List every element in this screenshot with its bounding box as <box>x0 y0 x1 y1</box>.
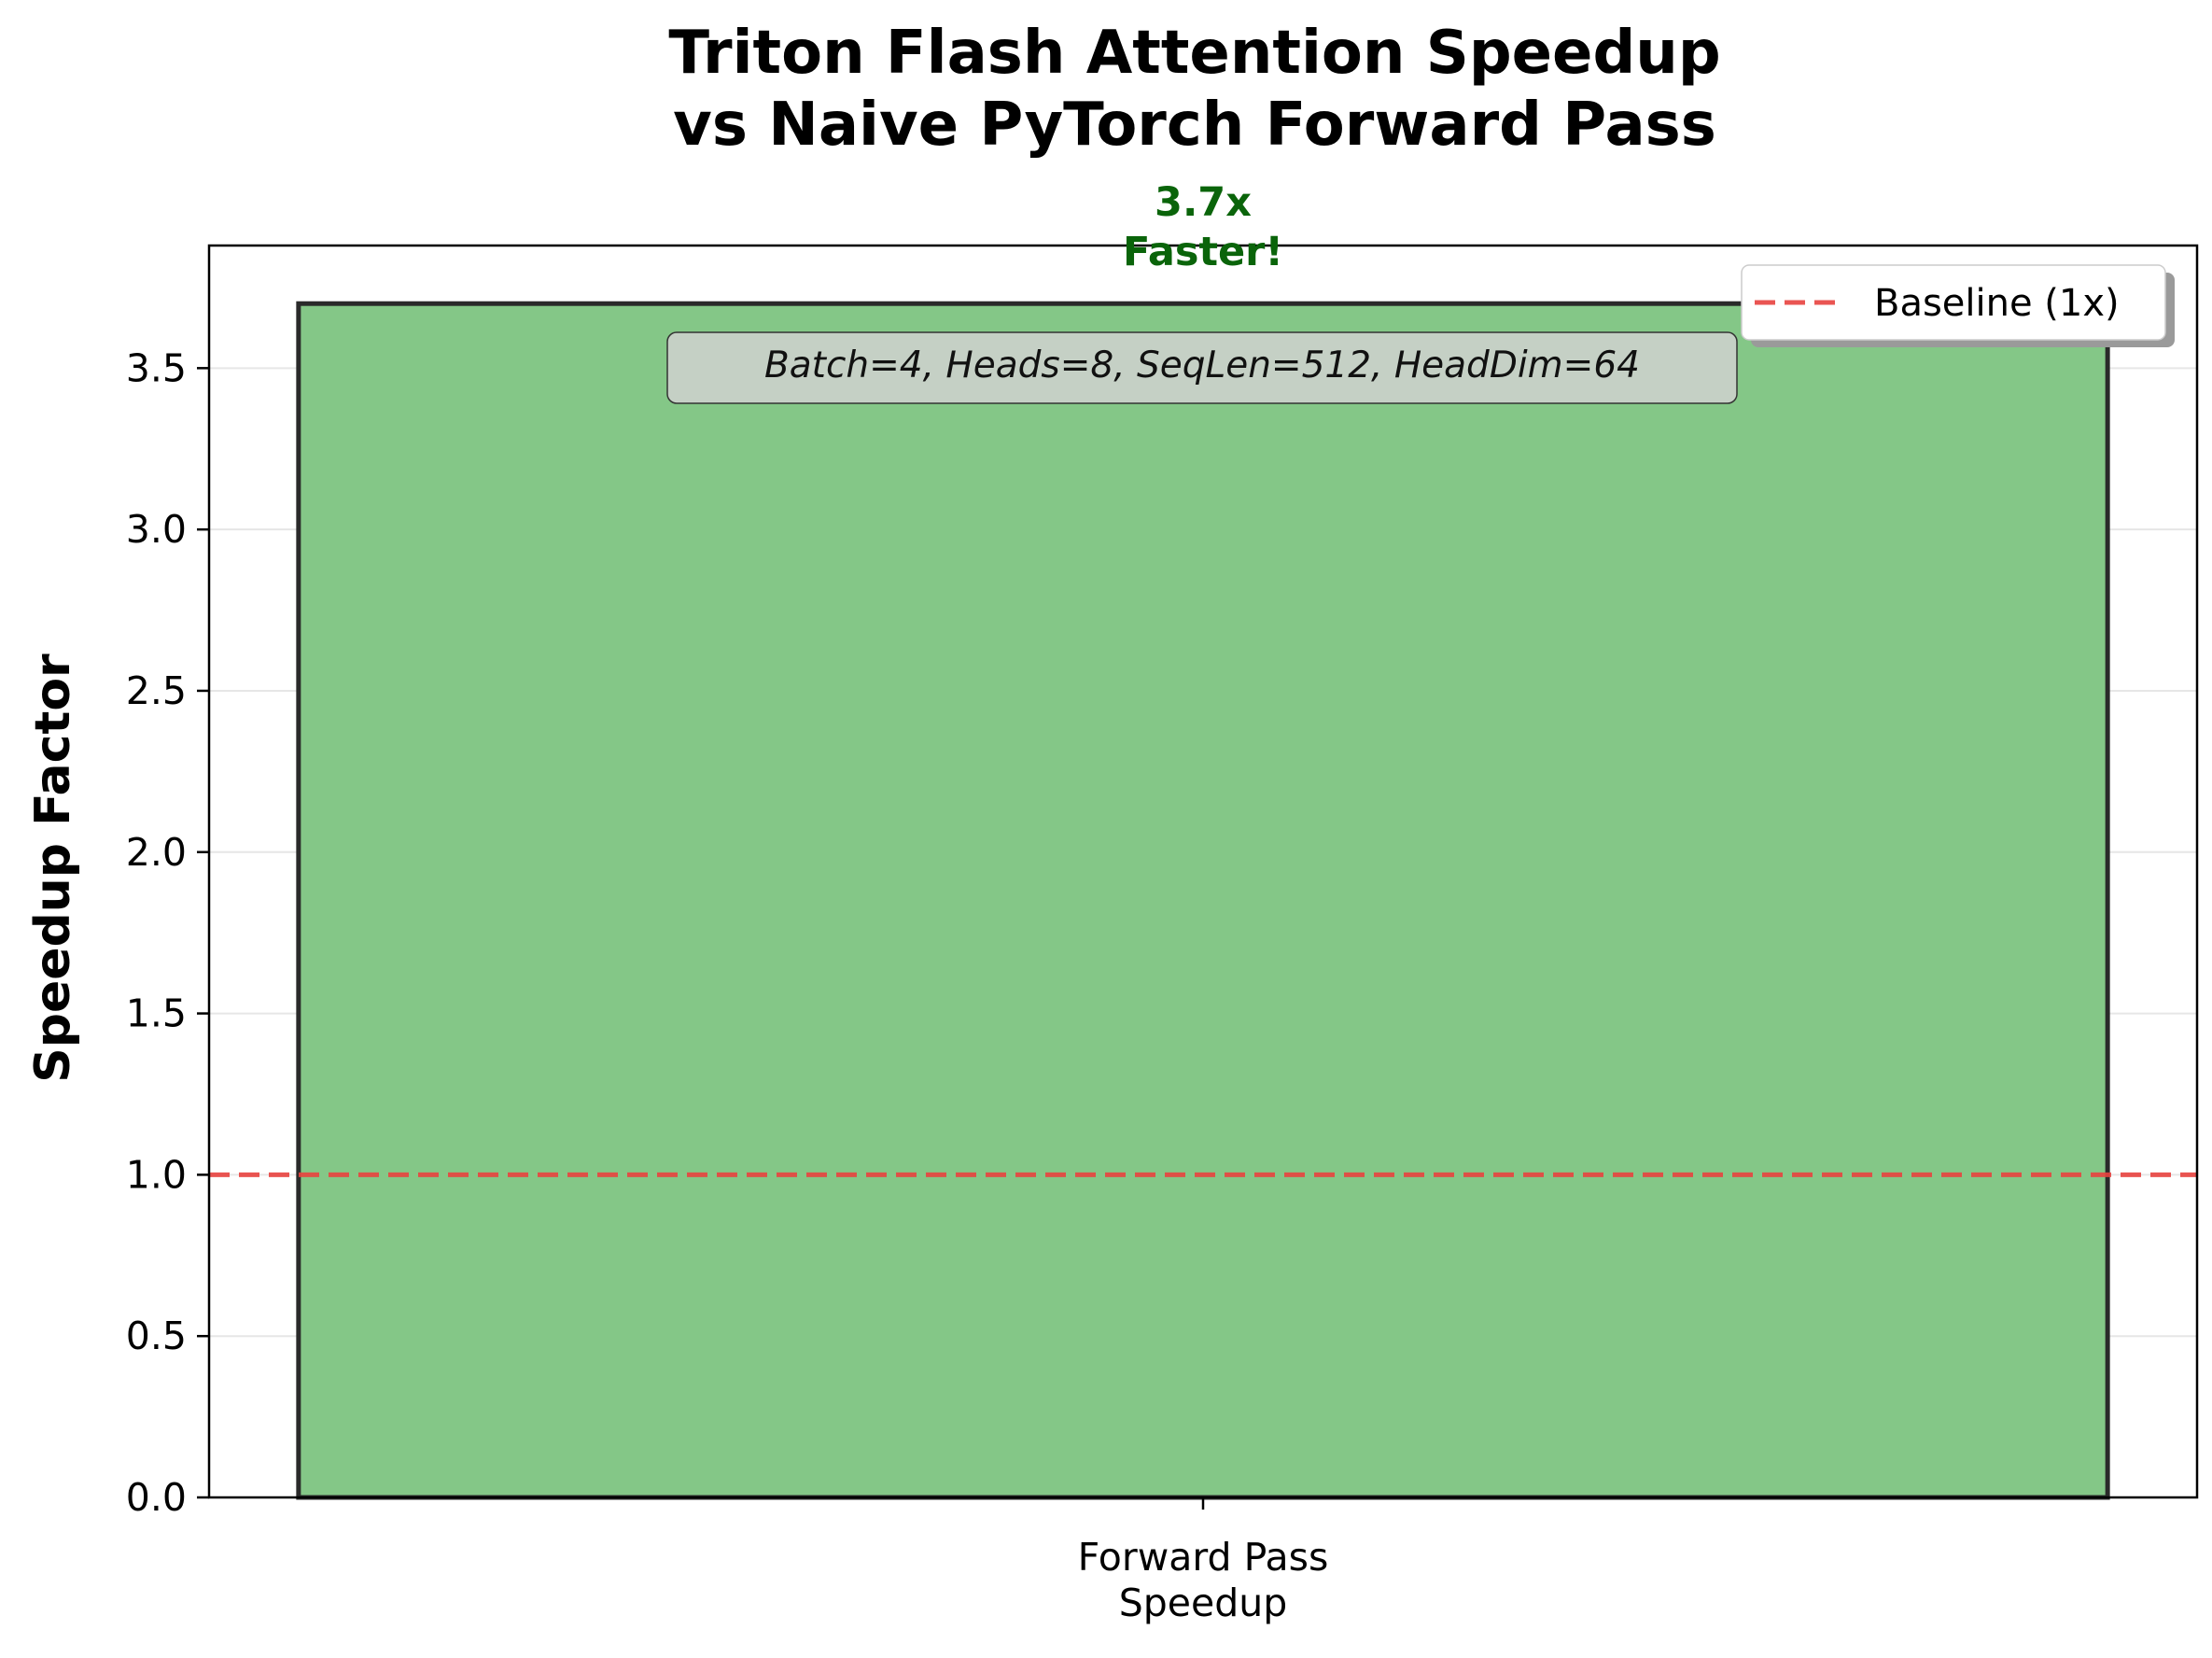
legend-baseline-label: Baseline (1x) <box>1874 282 2120 325</box>
bar-value-label: 3.7x <box>1155 179 1252 226</box>
chart-title-line-2: vs Naive PyTorch Forward Pass <box>673 91 1716 160</box>
chart-title-line-1: Triton Flash Attention Speedup <box>668 19 1720 88</box>
y-tick-label: 0.0 <box>126 1475 187 1520</box>
y-tick-label: 1.0 <box>126 1152 187 1197</box>
x-tick-label-line-2: Speedup <box>1119 1581 1288 1625</box>
y-tick-label: 3.5 <box>126 345 187 390</box>
y-tick-label: 0.5 <box>126 1314 187 1358</box>
legend: Baseline (1x) <box>1741 264 2175 347</box>
y-tick-label: 2.5 <box>126 668 187 713</box>
x-tick-label-line-1: Forward Pass <box>1078 1535 1329 1580</box>
y-axis-ticks: 0.0 0.5 1.0 1.5 2.0 2.5 3.0 3.5 <box>126 345 209 1520</box>
y-axis-label: Speedup Factor <box>25 653 81 1083</box>
config-annotation-text: Batch=4, Heads=8, SeqLen=512, HeadDim=64 <box>764 344 1640 386</box>
y-tick-label: 2.0 <box>126 830 187 875</box>
bar-forward-pass <box>296 301 2110 1500</box>
bar-value-sublabel: Faster! <box>1123 229 1283 275</box>
y-tick-label: 1.5 <box>126 991 187 1036</box>
y-tick-label: 3.0 <box>126 507 187 552</box>
config-annotation-box <box>666 331 1738 404</box>
